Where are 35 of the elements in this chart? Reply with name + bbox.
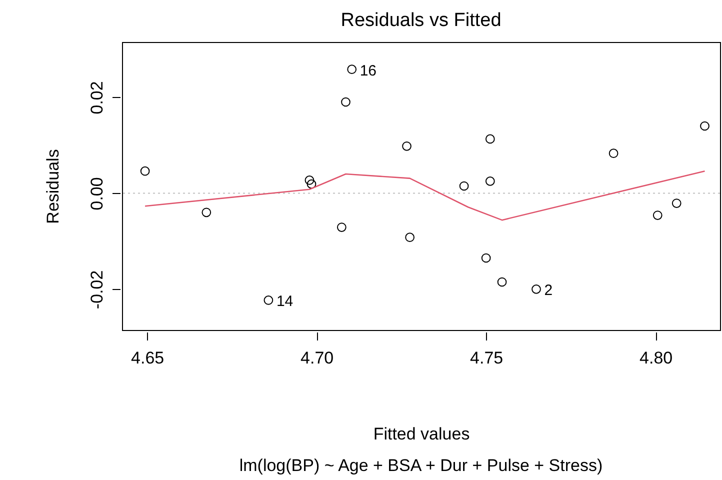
point [672,198,682,208]
annotation: 16 [360,62,377,80]
annotation: 14 [276,293,294,310]
point [652,210,662,220]
point [485,134,495,144]
x-tick-label: 4.70 [300,348,334,368]
annotation: 2 [544,282,553,300]
point [608,148,618,158]
y-tick-label: -0.02 [88,270,106,310]
x-axis-title: Fitted values [373,424,470,444]
point [532,284,541,294]
point [485,176,495,186]
y-tick-label: 0.00 [88,177,106,210]
point [700,121,710,131]
point [304,176,314,185]
x-tick-label: 4.75 [470,348,504,368]
chart-title: Residuals vs Fitted [340,10,502,31]
point [306,179,316,189]
point [497,277,507,287]
x-tick-label: 4.80 [640,348,673,368]
point [459,181,469,191]
point [405,232,414,242]
point [264,296,274,305]
text: lm(log(BP) ~ Age + BSA + Dur + Pulse + Stress) [239,456,603,475]
y-axis-title: Residuals [44,149,62,224]
point [202,208,212,218]
point [481,253,491,263]
point [341,97,350,107]
line-series [144,170,706,221]
point [336,222,346,232]
point [347,64,357,74]
point [140,166,150,176]
x-tick-label: 4.65 [131,348,164,368]
y-tick-label: 0.02 [88,81,106,114]
point [402,141,412,151]
